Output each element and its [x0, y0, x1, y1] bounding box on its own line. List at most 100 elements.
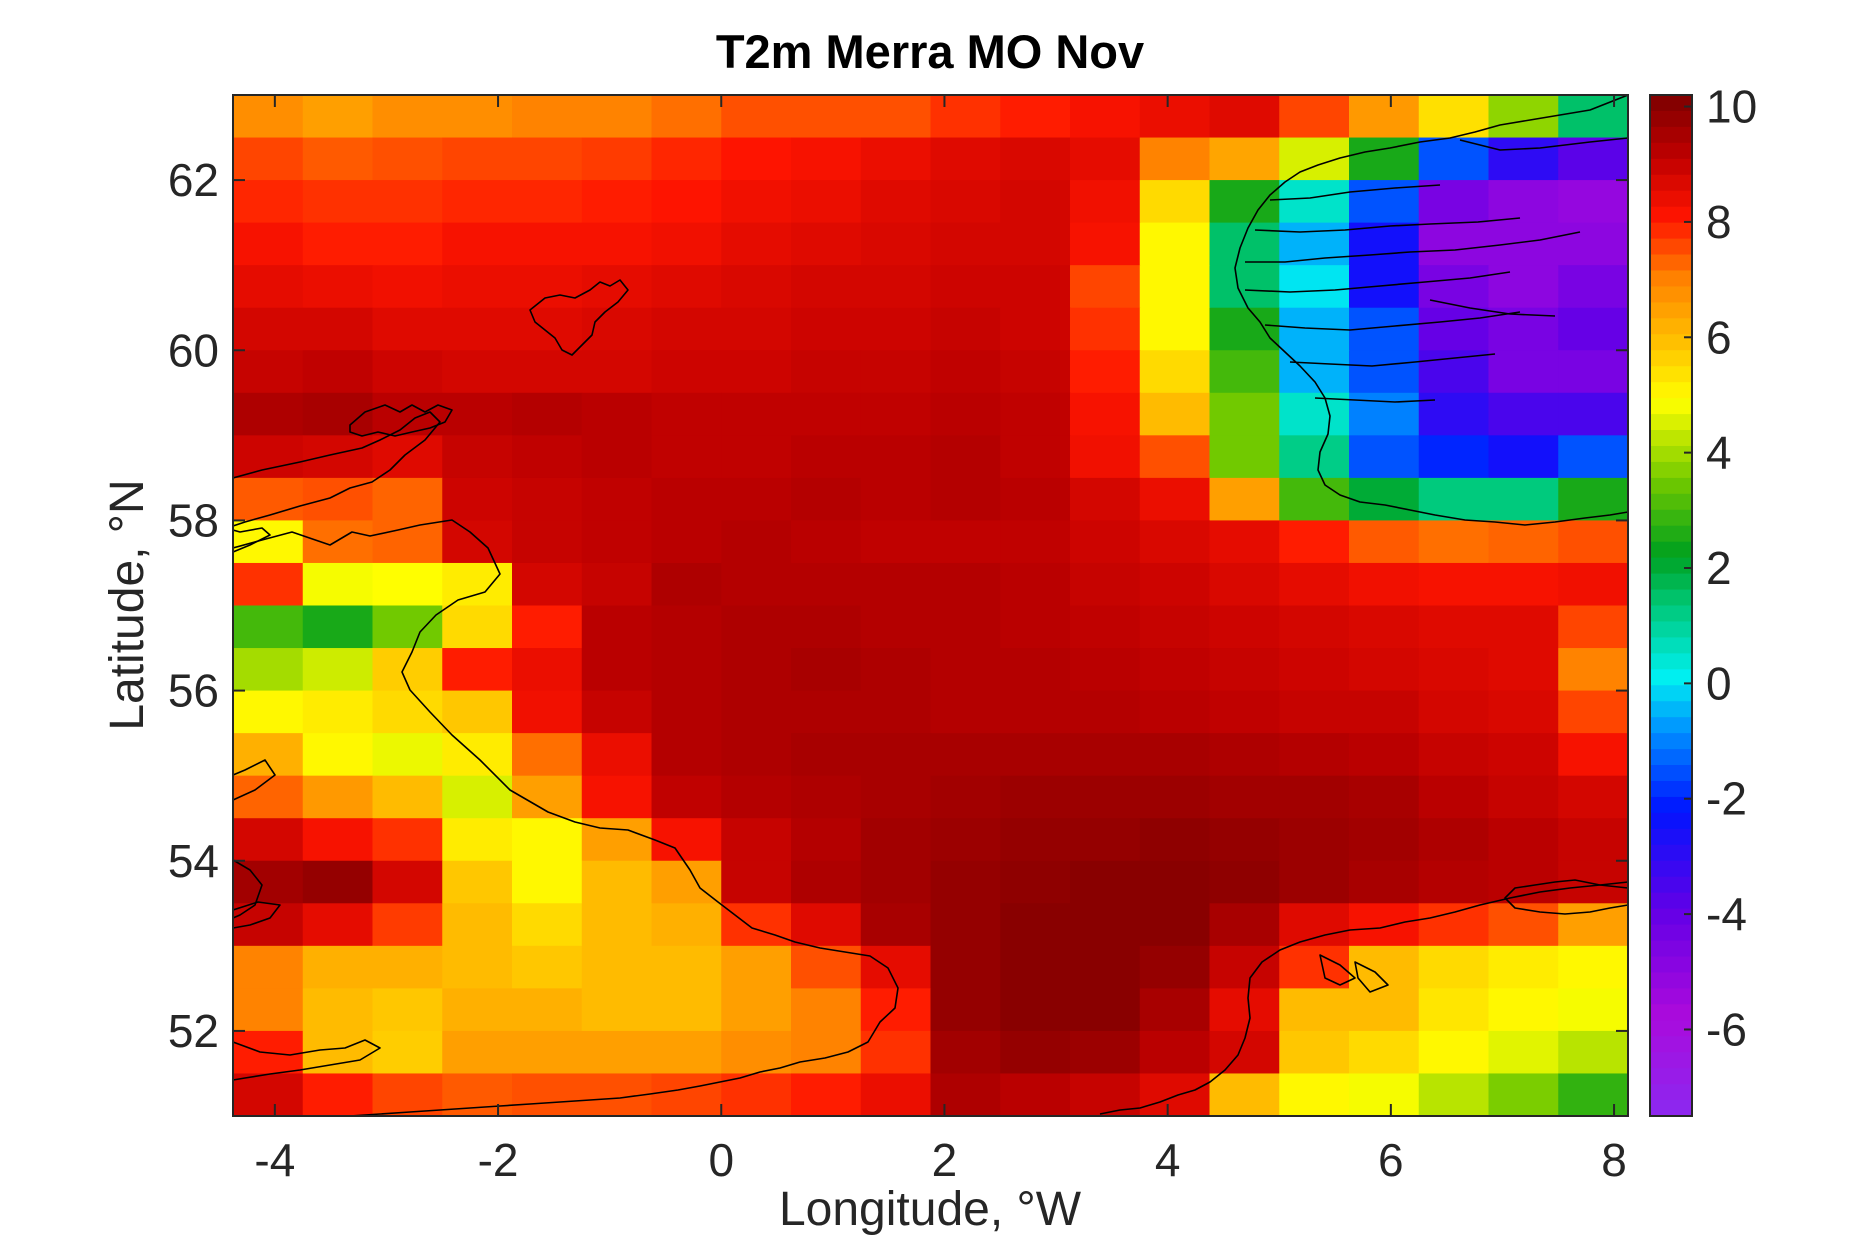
heatmap-cell — [930, 945, 1001, 989]
heatmap-cell — [302, 265, 374, 309]
colorbar-swatch — [1650, 126, 1692, 144]
heatmap-cell — [233, 1073, 304, 1116]
heatmap-cell — [1209, 392, 1280, 436]
heatmap-cell — [1000, 392, 1071, 436]
heatmap-cell — [651, 562, 722, 607]
heatmap-cell — [721, 818, 792, 862]
coastline-denmark — [1504, 879, 1628, 915]
heatmap-cell — [233, 988, 304, 1032]
colorbar-swatch — [1650, 318, 1692, 335]
heatmap-cell — [512, 180, 583, 224]
heatmap-cell — [930, 137, 1001, 181]
heatmap-cell — [1209, 648, 1280, 692]
heatmap-cell — [512, 988, 583, 1032]
heatmap-cell — [1279, 180, 1350, 224]
heatmap-cell — [233, 137, 304, 181]
heatmap-cell — [860, 605, 932, 649]
heatmap-cell — [512, 818, 583, 862]
heatmap-cell — [1558, 307, 1628, 351]
heatmap-cell — [1070, 988, 1141, 1032]
heatmap-cell — [1070, 690, 1141, 734]
heatmap-cell — [860, 903, 932, 947]
heatmap-cell — [1070, 350, 1141, 394]
heatmap-cell — [1070, 1030, 1141, 1075]
heatmap-cell — [512, 435, 583, 479]
heatmap-cell — [581, 1030, 653, 1075]
heatmap-cell — [1070, 648, 1141, 692]
heatmap-cell — [1349, 818, 1420, 862]
heatmap-cell — [651, 818, 722, 862]
colorbar-tick-label: 8 — [1706, 196, 1732, 248]
colorbar-swatch — [1650, 621, 1692, 638]
heatmap-cell — [1139, 903, 1211, 947]
colorbar-swatch — [1650, 286, 1692, 303]
heatmap-cell — [1418, 648, 1490, 692]
heatmap-cell — [930, 477, 1001, 522]
heatmap-cell — [233, 435, 304, 479]
y-tick-label: 62 — [168, 154, 219, 206]
heatmap-cell — [651, 1030, 722, 1075]
colorbar-swatch — [1650, 876, 1692, 894]
y-tick-label: 52 — [168, 1005, 219, 1057]
heatmap-cell — [791, 903, 862, 947]
heatmap-cell — [721, 1030, 792, 1075]
heatmap-cell — [930, 180, 1001, 224]
heatmap-cell — [1209, 180, 1280, 224]
heatmap-cell — [1070, 562, 1141, 607]
heatmap-cell — [930, 903, 1001, 947]
heatmap-cell — [1349, 648, 1420, 692]
colorbar-swatch — [1650, 1100, 1692, 1117]
colorbar-swatch — [1650, 110, 1692, 128]
heatmap-cell — [233, 180, 304, 224]
heatmap-cell — [1558, 690, 1628, 734]
heatmap-cell — [1139, 350, 1211, 394]
heatmap-cell — [1000, 605, 1071, 649]
heatmap-cell — [512, 350, 583, 394]
heatmap-cell — [372, 265, 443, 309]
colorbar-swatch — [1650, 605, 1692, 623]
heatmap-cell — [1070, 137, 1141, 181]
heatmap-cell — [860, 137, 932, 181]
heatmap-cell — [1488, 860, 1559, 904]
heatmap-cell — [372, 137, 443, 181]
heatmap-cell — [581, 562, 653, 607]
coastline-netherlands-germany — [1099, 881, 1628, 1115]
colorbar-tick-label: 10 — [1706, 81, 1757, 133]
heatmap-cell — [442, 222, 513, 266]
heatmap-cell — [233, 477, 304, 522]
heatmap-cell — [233, 945, 304, 989]
heatmap-cell — [1209, 733, 1280, 777]
heatmap-cell — [860, 222, 932, 266]
heatmap-cell — [791, 860, 862, 904]
heatmap-cell — [1349, 520, 1420, 564]
heatmap-cell — [302, 860, 374, 904]
colorbar-swatch — [1650, 366, 1692, 383]
heatmap-cell — [302, 775, 374, 819]
colorbar-tick-label: 6 — [1706, 311, 1732, 363]
heatmap-cell — [1418, 562, 1490, 607]
heatmap-cell — [791, 435, 862, 479]
heatmap-cell — [791, 350, 862, 394]
colorbar — [1650, 95, 1692, 1117]
heatmap-cell — [860, 265, 932, 309]
heatmap-cell — [930, 1073, 1001, 1116]
heatmap-cell — [442, 733, 513, 777]
heatmap-cell — [1558, 903, 1628, 947]
colorbar-swatch — [1650, 1068, 1692, 1085]
colorbar-swatch — [1650, 190, 1692, 208]
heatmap-cell — [1279, 690, 1350, 734]
colorbar-swatch — [1650, 972, 1692, 989]
heatmap-cell — [512, 1030, 583, 1075]
y-tick-label: 54 — [168, 835, 219, 887]
heatmap-cell — [233, 520, 304, 564]
heatmap-cell — [1070, 520, 1141, 564]
heatmap-cell — [233, 733, 304, 777]
heatmap-cell — [233, 95, 304, 139]
colorbar-swatch — [1650, 270, 1692, 288]
heatmap-cell — [1558, 520, 1628, 564]
colorbar-swatch — [1650, 653, 1692, 670]
heatmap-cell — [512, 477, 583, 522]
heatmap-cell — [860, 1030, 932, 1075]
heatmap-cell — [302, 988, 374, 1032]
colorbar-swatch — [1650, 557, 1692, 575]
